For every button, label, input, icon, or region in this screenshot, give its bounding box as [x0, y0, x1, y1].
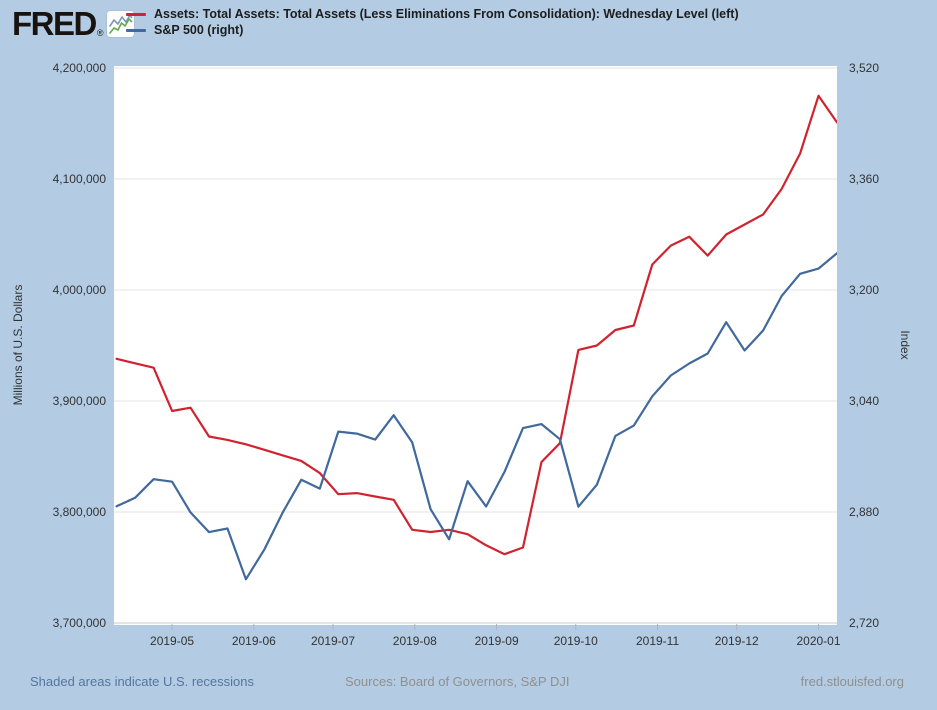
recession-note-link[interactable]: Shaded areas indicate U.S. recessions: [30, 674, 255, 689]
plot-area: [114, 66, 837, 630]
y-axis-label-left: 4,100,000: [52, 172, 106, 186]
legend-line-swatch-blue: [126, 28, 146, 32]
x-axis-label: 2019-06: [231, 634, 276, 648]
y-axis-label-left: 3,700,000: [52, 616, 106, 630]
y-axis-label-left: 4,000,000: [52, 283, 106, 297]
y-axis-label-right: 3,040: [849, 394, 880, 408]
x-axis-label: 2020-01: [796, 634, 841, 648]
plot-background: [114, 66, 837, 625]
y-axis-label-right: 3,520: [849, 61, 880, 75]
x-axis-label: 2019-11: [635, 634, 680, 648]
y-axis-label-right: 3,200: [849, 283, 880, 297]
legend-line-swatch-red: [126, 12, 146, 16]
series-line-sp500: [115, 252, 837, 581]
y-axis-label-right: 3,360: [849, 172, 880, 186]
y-axis-label-left: 3,900,000: [52, 394, 106, 408]
series-line-assets: [115, 94, 837, 556]
legend-label-sp500: S&P 500 (right): [154, 23, 244, 37]
x-axis-label: 2019-07: [310, 634, 356, 648]
x-axis-label: 2019-08: [392, 634, 437, 648]
fred-logo-text: FRED: [12, 5, 97, 42]
fred-logo[interactable]: FRED ®: [12, 5, 135, 43]
x-axis-label: 2019-05: [150, 634, 195, 648]
legend-item-assets: Assets: Total Assets: Total Assets (Less…: [126, 6, 739, 22]
registered-trademark-icon: ®: [96, 28, 104, 38]
sources-text: Sources: Board of Governors, S&P DJI: [345, 674, 570, 689]
left-axis-title: Millions of U.S. Dollars: [11, 284, 25, 406]
x-axis-label: 2019-09: [474, 634, 519, 648]
y-axis-label-right: 2,720: [849, 616, 880, 630]
y-axis-label-right: 2,880: [849, 505, 880, 519]
x-axis-label: 2019-12: [714, 634, 759, 648]
legend-label-assets: Assets: Total Assets: Total Assets (Less…: [154, 7, 739, 21]
y-axis-label-left: 4,200,000: [52, 61, 106, 75]
fred-url-link[interactable]: fred.stlouisfed.org: [800, 674, 904, 689]
legend-item-sp500: S&P 500 (right): [126, 22, 739, 38]
x-axis-label: 2019-10: [553, 634, 598, 648]
right-axis-title: Index: [898, 330, 912, 360]
chart-legend: Assets: Total Assets: Total Assets (Less…: [126, 6, 739, 38]
y-axis-label-left: 3,800,000: [52, 505, 106, 519]
